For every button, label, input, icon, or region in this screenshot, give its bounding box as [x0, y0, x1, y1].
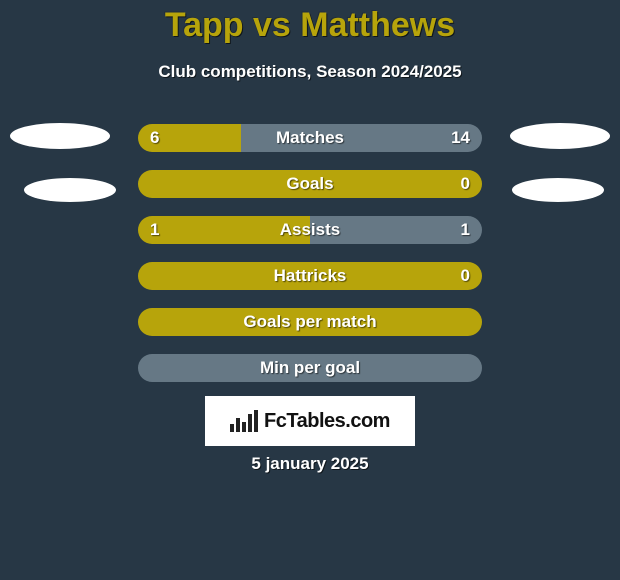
club-right-avatar: [512, 178, 604, 202]
stat-bar-left-seg: [138, 216, 310, 244]
stat-bar-right-seg: [138, 354, 482, 382]
page-title: Tapp vs Matthews: [0, 6, 620, 45]
stat-bar: [138, 170, 482, 198]
stat-bar: [138, 308, 482, 336]
stat-bar: [138, 124, 482, 152]
stat-bar-left-seg: [138, 308, 482, 336]
source-badge: FcTables.com: [205, 396, 415, 446]
stat-bar-left-seg: [138, 170, 482, 198]
badge-text: FcTables.com: [264, 410, 390, 433]
stat-bar-right-seg: [241, 124, 482, 152]
player-right-avatar: [510, 123, 610, 149]
stat-bar: [138, 262, 482, 290]
bars-icon: [230, 410, 258, 432]
stat-bar-left-seg: [138, 124, 241, 152]
stat-bar: [138, 216, 482, 244]
subtitle: Club competitions, Season 2024/2025: [0, 62, 620, 82]
stat-bar-left-seg: [138, 262, 482, 290]
club-left-avatar: [24, 178, 116, 202]
stat-bar: [138, 354, 482, 382]
stat-bar-right-seg: [310, 216, 482, 244]
player-left-avatar: [10, 123, 110, 149]
date-label: 5 january 2025: [0, 454, 620, 474]
